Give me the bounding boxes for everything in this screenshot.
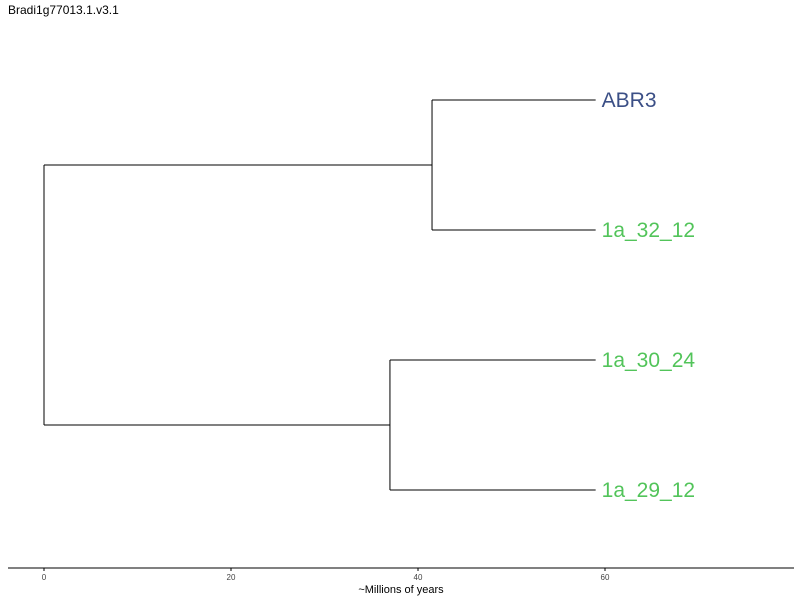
tree-branches: [43, 99, 596, 491]
leaf-label-1a_32_12: 1a_32_12: [602, 219, 695, 242]
time-axis-title: ~Millions of years: [358, 584, 444, 596]
axis-tick-label-60: 60: [601, 573, 610, 582]
leaf-label-1a_30_24: 1a_30_24: [602, 349, 696, 372]
leaf-label-1a_29_12: 1a_29_12: [602, 479, 695, 502]
axis-tick-label-20: 20: [227, 573, 236, 582]
leaf-label-ABR3: ABR3: [602, 89, 657, 112]
time-axis-ticks: 0 20 40 60: [42, 568, 610, 582]
axis-tick-label-0: 0: [42, 573, 47, 582]
leaf-labels: ABR3 1a_32_12 1a_30_24 1a_29_12: [602, 89, 696, 502]
figure-title: Bradi1g77013.1.v3.1: [8, 3, 119, 17]
axis-tick-label-40: 40: [414, 573, 423, 582]
